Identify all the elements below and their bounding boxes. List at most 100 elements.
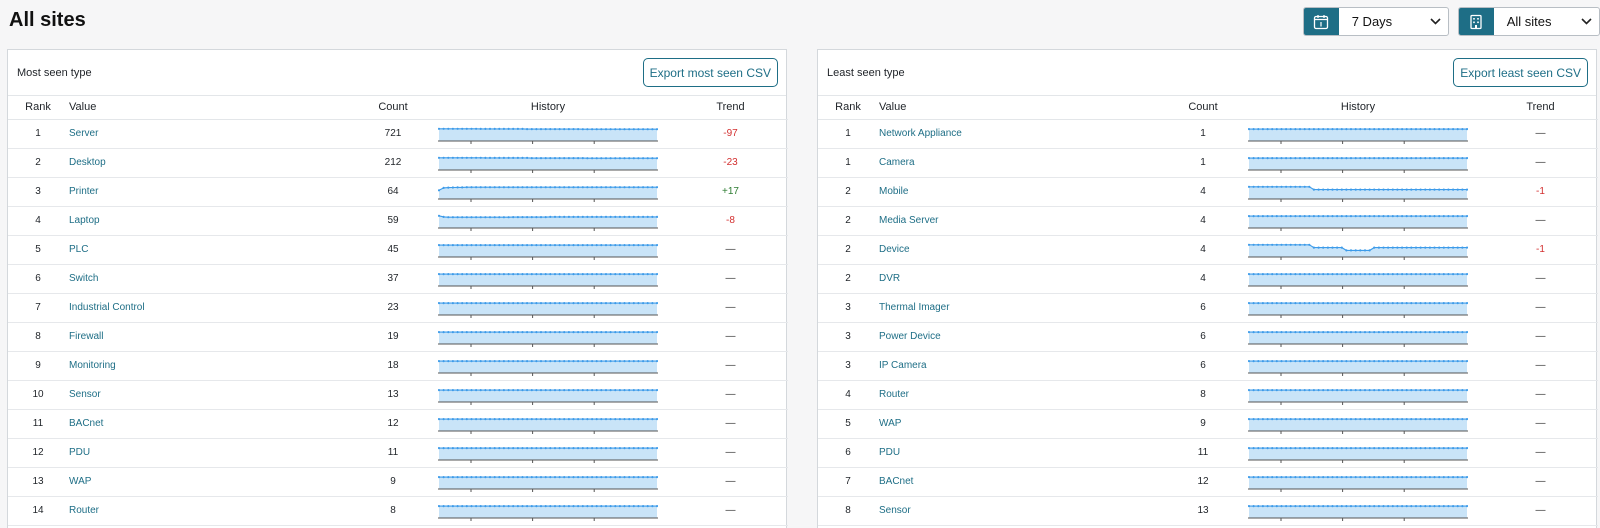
value-link[interactable]: Monitoring bbox=[69, 360, 116, 371]
sparkline-point bbox=[614, 388, 617, 391]
value-link[interactable]: PDU bbox=[69, 447, 91, 458]
sparkline-point bbox=[1294, 446, 1297, 449]
sparkline-point bbox=[1266, 330, 1269, 333]
value-link[interactable]: BACnet bbox=[879, 476, 914, 487]
value-link[interactable]: BACnet bbox=[69, 418, 104, 429]
sparkline-point bbox=[1456, 272, 1459, 275]
site-select[interactable]: All sites bbox=[1458, 7, 1600, 36]
sparkline-point bbox=[470, 243, 473, 246]
sparkline-area bbox=[1249, 418, 1467, 431]
sparkline-point bbox=[1410, 475, 1413, 478]
column-header-rank[interactable]: Rank bbox=[8, 96, 68, 120]
export-most-seen-csv-button[interactable]: Export most seen CSV bbox=[642, 58, 778, 87]
site-value[interactable]: All sites bbox=[1494, 8, 1599, 35]
sparkline-point bbox=[1275, 214, 1278, 217]
sparkline-point bbox=[600, 475, 603, 478]
sparkline-point bbox=[637, 504, 640, 507]
value-link[interactable]: Media Server bbox=[879, 215, 939, 226]
value-link[interactable]: Power Device bbox=[879, 331, 941, 342]
sparkline-point bbox=[618, 475, 621, 478]
count-cell: 9 bbox=[1173, 409, 1233, 439]
value-link[interactable]: Thermal Imager bbox=[879, 302, 950, 313]
sparkline-point bbox=[512, 388, 515, 391]
value-link[interactable]: DVR bbox=[879, 273, 901, 284]
sparkline-point bbox=[1465, 330, 1468, 333]
value-link[interactable]: Router bbox=[879, 389, 910, 400]
column-header-trend[interactable]: Trend bbox=[673, 96, 788, 120]
sparkline-point bbox=[1447, 272, 1450, 275]
sparkline-point bbox=[493, 446, 496, 449]
value-link[interactable]: WAP bbox=[879, 418, 902, 429]
export-least-seen-csv-button[interactable]: Export least seen CSV bbox=[1453, 58, 1588, 87]
sparkline-point bbox=[502, 127, 505, 130]
column-header-count[interactable]: Count bbox=[363, 96, 423, 120]
sparkline-point bbox=[544, 185, 547, 188]
sparkline-point bbox=[614, 272, 617, 275]
value-link[interactable]: Printer bbox=[69, 186, 99, 197]
sparkline-point bbox=[1373, 504, 1376, 507]
sparkline-point bbox=[1322, 417, 1325, 420]
sparkline-point bbox=[1442, 446, 1445, 449]
sparkline-point bbox=[567, 185, 570, 188]
sparkline-point bbox=[1312, 417, 1315, 420]
column-header-rank[interactable]: Rank bbox=[818, 96, 878, 120]
sparkline-point bbox=[1294, 475, 1297, 478]
sparkline-point bbox=[1271, 301, 1274, 304]
sparkline-point bbox=[1465, 127, 1468, 130]
column-header-count[interactable]: Count bbox=[1173, 96, 1233, 120]
sparkline-point bbox=[600, 243, 603, 246]
sparkline-point bbox=[614, 330, 617, 333]
sparkline-point bbox=[549, 243, 552, 246]
sparkline-point bbox=[609, 330, 612, 333]
value-link[interactable]: Network Appliance bbox=[879, 128, 962, 139]
sparkline-point bbox=[1433, 359, 1436, 362]
value-link[interactable]: Desktop bbox=[69, 157, 106, 168]
value-link[interactable]: Device bbox=[879, 244, 910, 255]
date-range-value[interactable]: 7 Days bbox=[1339, 8, 1448, 35]
sparkline-point bbox=[558, 243, 561, 246]
value-link[interactable]: Mobile bbox=[879, 186, 909, 197]
value-link[interactable]: PLC bbox=[69, 244, 89, 255]
value-link[interactable]: Sensor bbox=[69, 389, 101, 400]
history-cell bbox=[1233, 380, 1483, 410]
value-link[interactable]: Industrial Control bbox=[69, 302, 145, 313]
sparkline-point bbox=[1294, 185, 1297, 188]
column-header-trend[interactable]: Trend bbox=[1483, 96, 1598, 120]
value-link[interactable]: IP Camera bbox=[879, 360, 927, 371]
value-link[interactable]: WAP bbox=[69, 476, 92, 487]
column-header-value[interactable]: Value bbox=[68, 96, 363, 120]
sparkline-point bbox=[1298, 417, 1302, 420]
sparkline-point bbox=[1442, 330, 1445, 333]
sparkline-point bbox=[1405, 417, 1408, 420]
value-link[interactable]: Server bbox=[69, 128, 99, 139]
sparkline-point bbox=[1349, 330, 1353, 333]
sparkline-point bbox=[1298, 185, 1302, 188]
value-link[interactable]: Laptop bbox=[69, 215, 100, 226]
sparkline-point bbox=[470, 330, 473, 333]
date-range-select[interactable]: 7 Days bbox=[1303, 7, 1449, 36]
value-cell: BACnet bbox=[878, 467, 1173, 497]
sparkline-point bbox=[1289, 504, 1292, 507]
sparkline-point bbox=[1298, 127, 1302, 130]
sparkline-area bbox=[439, 186, 657, 199]
value-link[interactable]: Router bbox=[69, 505, 100, 516]
value-link[interactable]: Camera bbox=[879, 157, 915, 168]
sparkline-point bbox=[1387, 272, 1390, 275]
sparkline-point bbox=[567, 504, 570, 507]
sparkline-point bbox=[558, 330, 561, 333]
sparkline-point bbox=[1340, 246, 1343, 249]
value-link[interactable]: Switch bbox=[69, 273, 99, 284]
sparkline-point bbox=[549, 446, 552, 449]
sparkline-point bbox=[655, 446, 658, 449]
value-link[interactable]: Sensor bbox=[879, 505, 911, 516]
value-link[interactable]: PDU bbox=[879, 447, 901, 458]
sparkline-point bbox=[544, 504, 547, 507]
sparkline-point bbox=[586, 243, 589, 246]
sparkline-area bbox=[1249, 302, 1467, 315]
sparkline-point bbox=[572, 417, 575, 420]
trend-cell: — bbox=[673, 235, 788, 265]
sparkline-point bbox=[479, 446, 482, 449]
column-header-value[interactable]: Value bbox=[878, 96, 1173, 120]
sparkline-point bbox=[535, 359, 538, 362]
value-link[interactable]: Firewall bbox=[69, 331, 104, 342]
